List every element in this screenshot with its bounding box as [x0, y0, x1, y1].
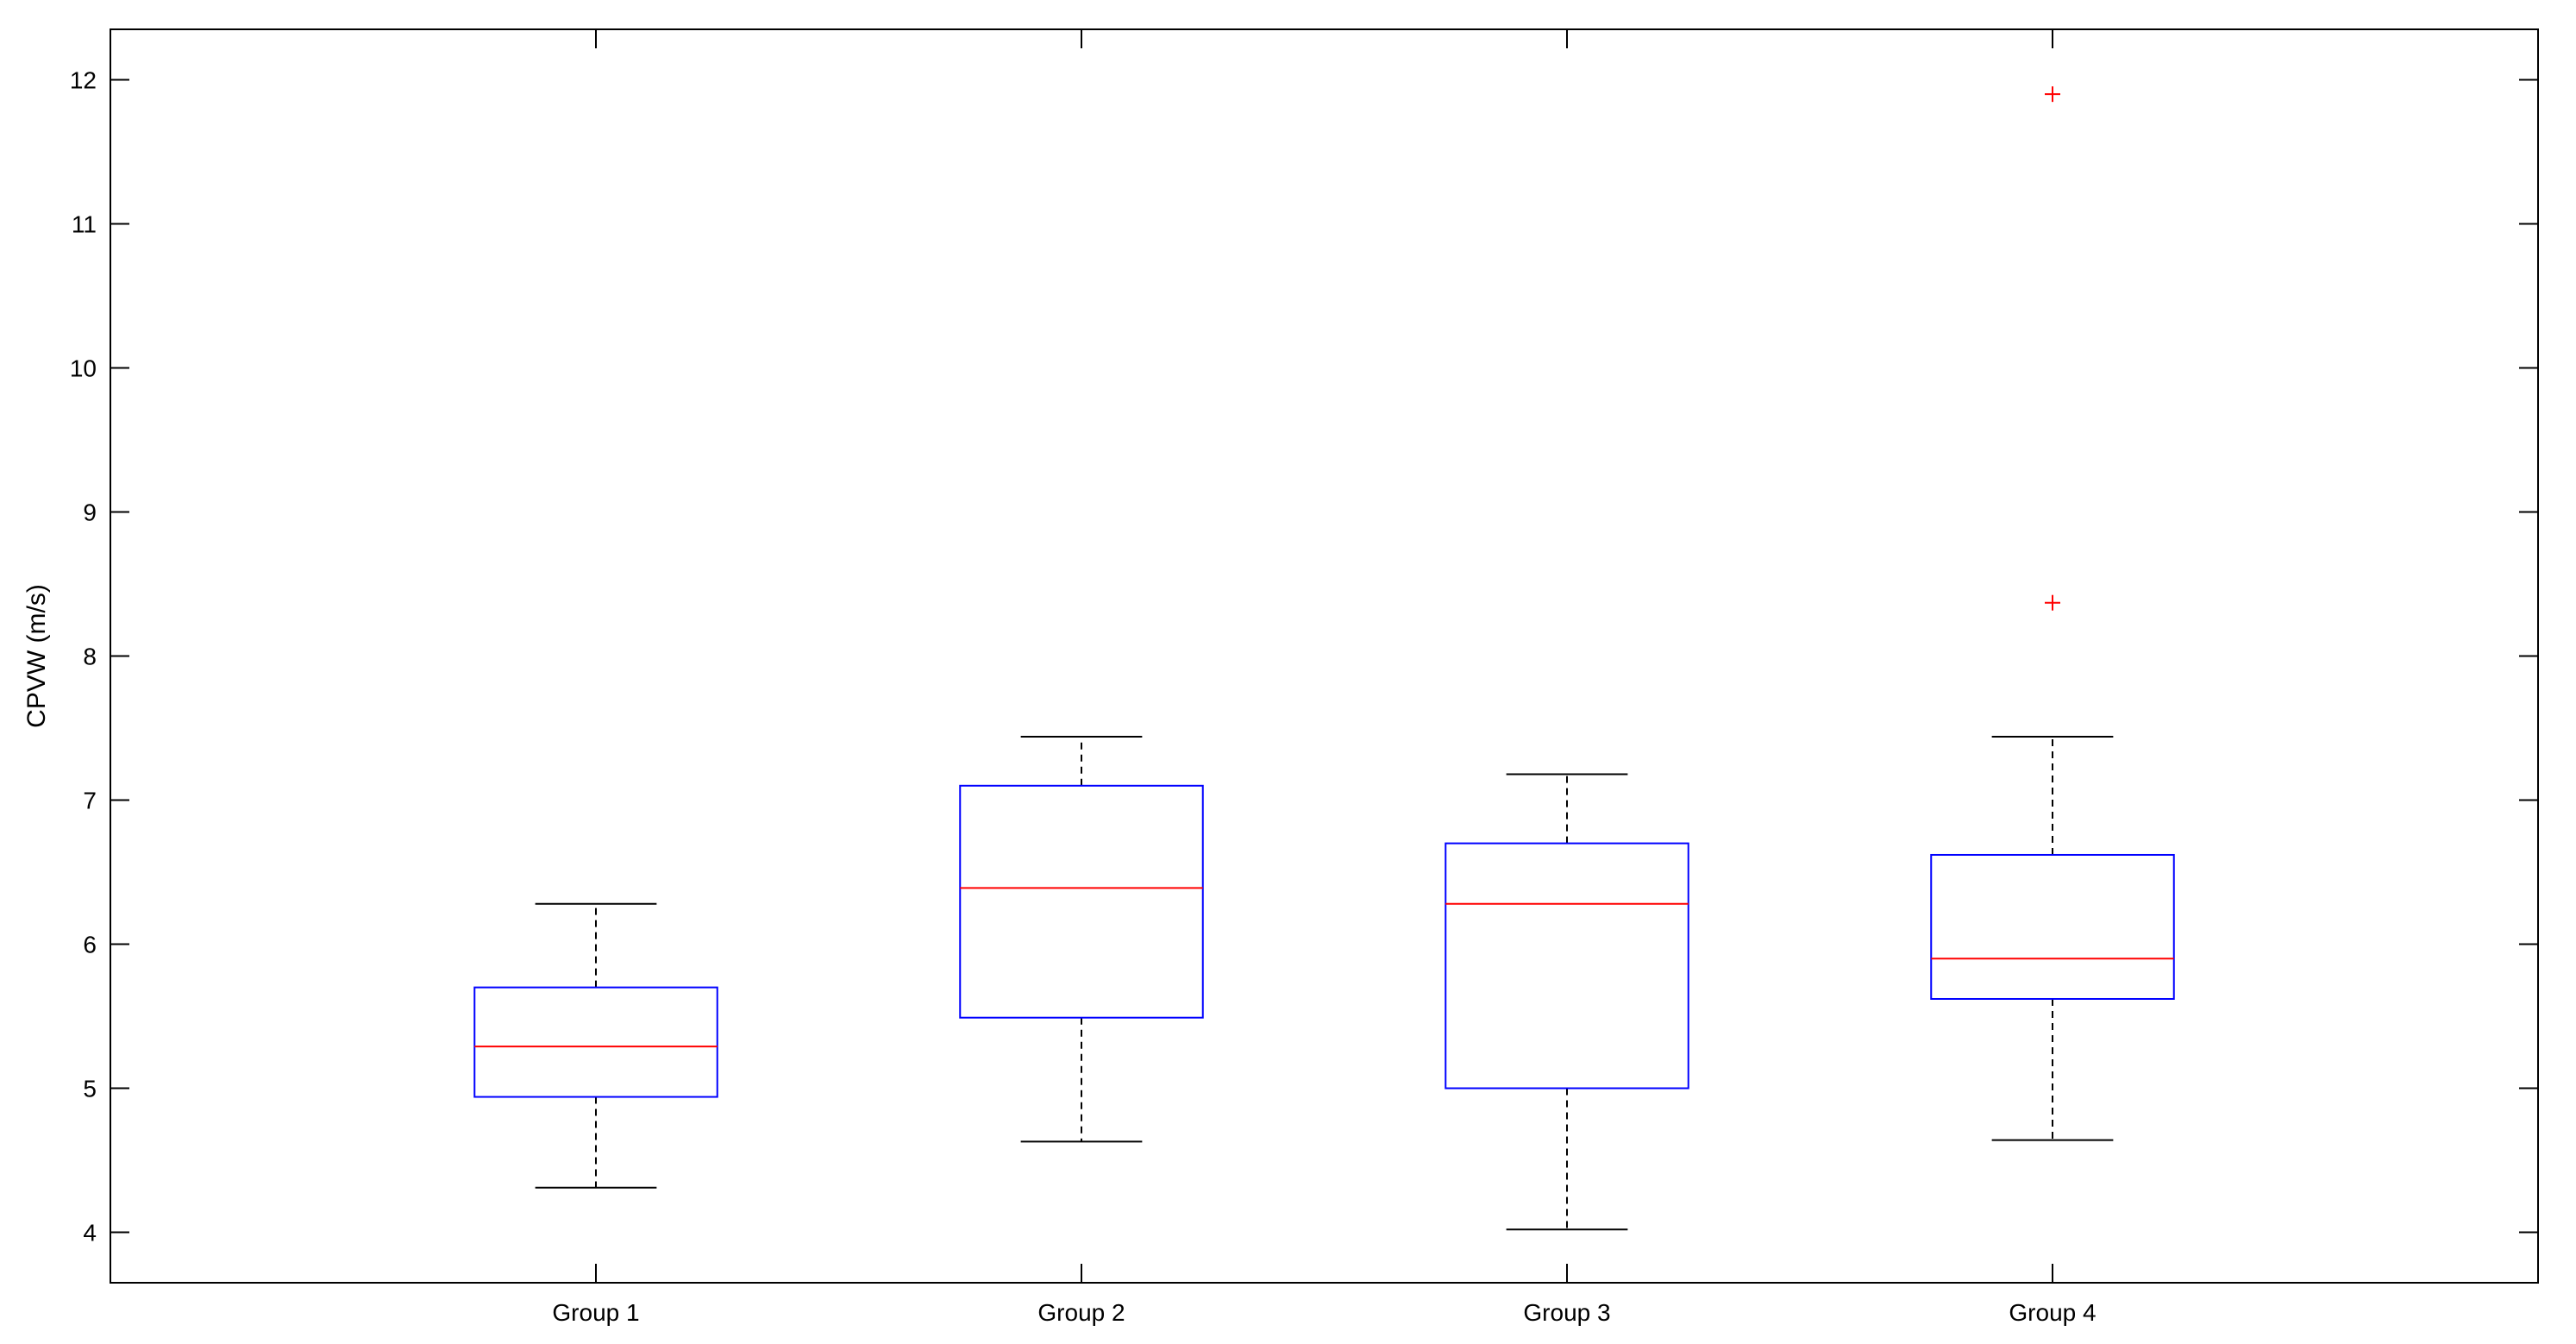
y-tick-label: 10	[70, 355, 97, 381]
axis-ticks	[110, 29, 2538, 1283]
y-tick-label: 4	[83, 1220, 97, 1247]
y-tick-label: 8	[83, 644, 97, 670]
box-iqr	[1930, 853, 2175, 1000]
y-tick-label: 6	[83, 932, 97, 958]
box-group	[959, 736, 1204, 1143]
outlier-marker	[2045, 86, 2060, 103]
outlier-marker	[2045, 594, 2060, 611]
y-tick-label: 5	[83, 1076, 97, 1102]
box-group	[1445, 773, 1689, 1231]
box-iqr	[959, 784, 1204, 1019]
box-iqr	[1445, 842, 1689, 1090]
y-tick-label: 7	[83, 788, 97, 814]
x-tick-label: Group 3	[1523, 1299, 1610, 1326]
y-tick-label: 12	[70, 66, 97, 93]
tick-labels: 4 5 6 7 8 9 10 11 12 Group 1 Group 2 Group 3 Group 4	[70, 66, 2097, 1326]
x-tick-label: Group 4	[2009, 1299, 2096, 1326]
y-axis-label: CPVW (m/s)	[22, 584, 51, 728]
box-iqr	[473, 986, 718, 1098]
x-tick-label: Group 2	[1037, 1299, 1125, 1326]
boxes	[473, 86, 2175, 1231]
x-tick-label: Group 1	[552, 1299, 639, 1326]
box-group	[473, 902, 718, 1189]
y-tick-label: 9	[83, 499, 97, 525]
y-tick-label: 11	[72, 210, 97, 237]
box-group	[1930, 86, 2175, 1141]
